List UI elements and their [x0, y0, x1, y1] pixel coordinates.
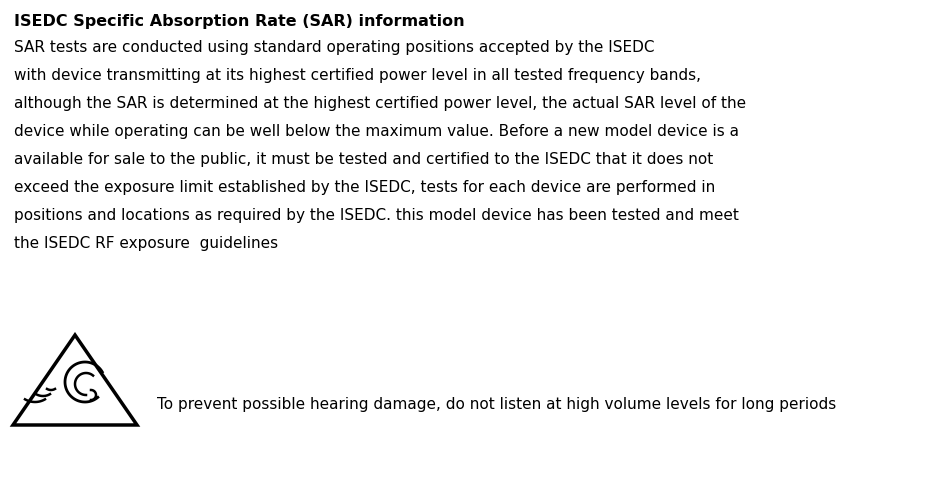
Text: the ISEDC RF exposure  guidelines: the ISEDC RF exposure guidelines	[14, 236, 278, 251]
Text: although the SAR is determined at the highest certified power level, the actual : although the SAR is determined at the hi…	[14, 96, 746, 111]
Text: To prevent possible hearing damage, do not listen at high volume levels for long: To prevent possible hearing damage, do n…	[157, 396, 836, 411]
Text: positions and locations as required by the ISEDC. this model device has been tes: positions and locations as required by t…	[14, 208, 739, 223]
Text: exceed the exposure limit established by the ISEDC, tests for each device are pe: exceed the exposure limit established by…	[14, 180, 716, 195]
Text: SAR tests are conducted using standard operating positions accepted by the ISEDC: SAR tests are conducted using standard o…	[14, 40, 655, 55]
Text: ISEDC Specific Absorption Rate (SAR) information: ISEDC Specific Absorption Rate (SAR) inf…	[14, 14, 465, 29]
Text: device while operating can be well below the maximum value. Before a new model d: device while operating can be well below…	[14, 124, 739, 139]
Text: available for sale to the public, it must be tested and certified to the ISEDC t: available for sale to the public, it mus…	[14, 152, 714, 167]
Text: with device transmitting at its highest certified power level in all tested freq: with device transmitting at its highest …	[14, 68, 701, 83]
